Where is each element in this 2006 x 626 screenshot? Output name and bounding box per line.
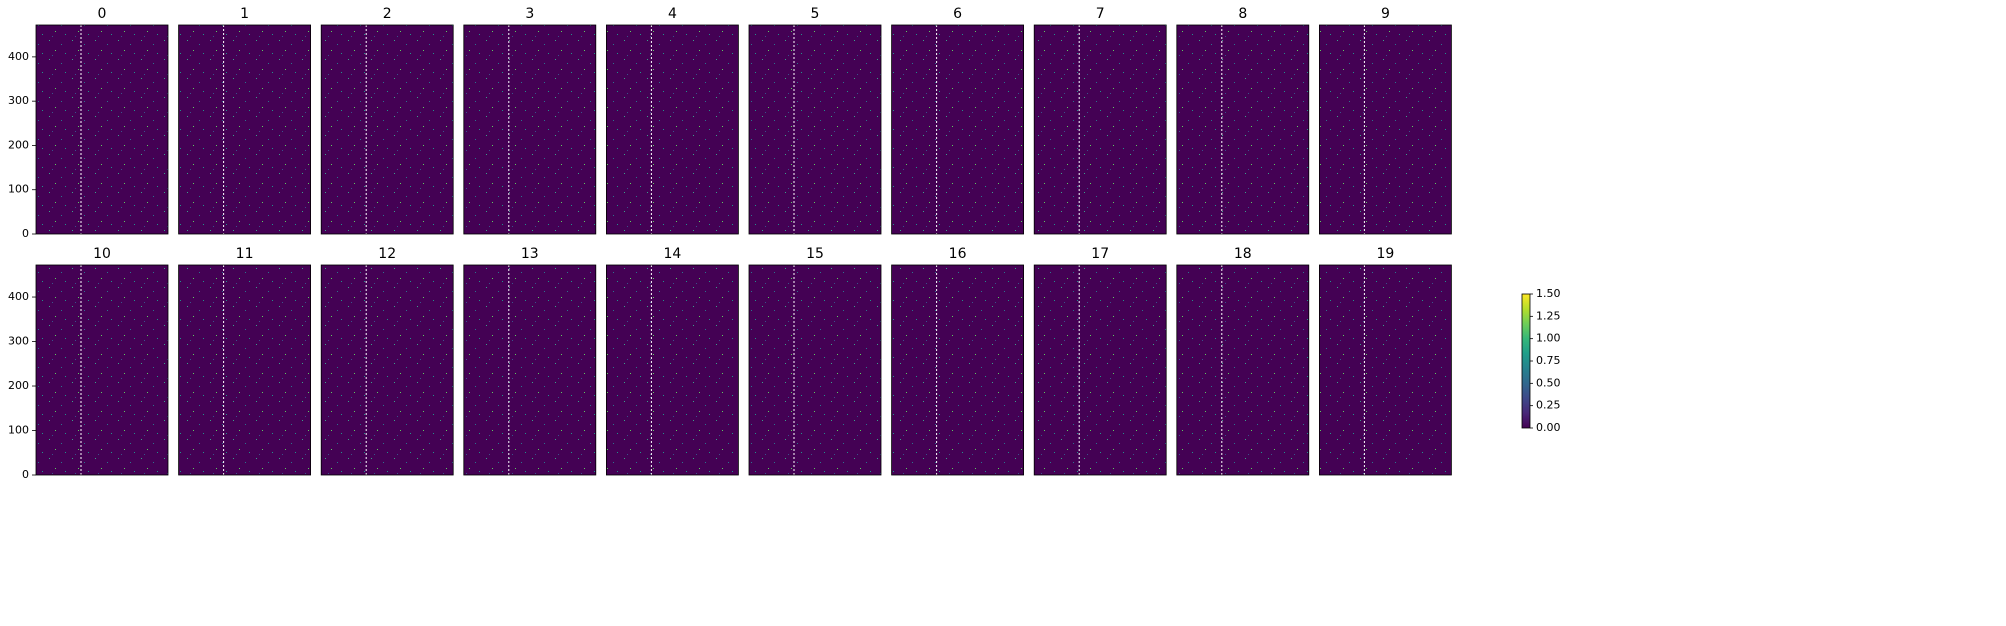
axes-frame [35, 24, 169, 235]
axes-frame [35, 264, 169, 476]
panel-title: 17 [1091, 246, 1109, 262]
y-tick-label: 400 [8, 50, 29, 63]
y-tick-label: 200 [8, 379, 29, 392]
panel-title: 9 [1381, 6, 1390, 22]
panel-title: 4 [668, 6, 677, 22]
raster-image [891, 265, 1024, 475]
axes-frame [463, 264, 597, 476]
raster-image [749, 265, 881, 475]
colorbar-tick-label: 0.00 [1536, 421, 1561, 434]
y-tick-label: 400 [8, 290, 29, 303]
axes-frame [178, 264, 312, 476]
colorbar-tick-label: 1.50 [1536, 287, 1561, 300]
axes-frame [748, 24, 882, 235]
axes-frame [463, 24, 597, 235]
raster-image [606, 25, 739, 234]
raster-image [749, 25, 881, 234]
raster-image [606, 265, 739, 475]
axes-frame [748, 264, 882, 476]
raster-image [891, 25, 1024, 234]
raster-image [1034, 25, 1167, 234]
panel-title: 19 [1376, 246, 1394, 262]
raster-image [1319, 25, 1452, 234]
axes-frame [1319, 24, 1452, 235]
axes-frame [320, 264, 454, 476]
raster-image [321, 25, 454, 234]
panel-title: 11 [236, 246, 254, 262]
y-tick-label: 300 [8, 94, 29, 107]
panel-title: 3 [525, 6, 534, 22]
raster-image [1176, 25, 1309, 234]
panel-title: 6 [953, 6, 962, 22]
axes-frame [320, 24, 454, 235]
axes-frame [891, 24, 1024, 235]
panel-title: 8 [1238, 6, 1247, 22]
y-tick-label: 100 [8, 424, 29, 437]
axes-frame [178, 24, 312, 235]
raster-image [1176, 265, 1309, 475]
raster-image [463, 265, 596, 475]
y-tick-label: 100 [8, 183, 29, 196]
panel-title: 15 [806, 246, 824, 262]
y-tick-label: 300 [8, 335, 29, 348]
raster-image [463, 25, 596, 234]
y-tick-label: 200 [8, 138, 29, 151]
panel-title: 0 [98, 6, 107, 22]
colorbar-tick-label: 0.50 [1536, 376, 1561, 389]
colorbar-tick-label: 0.25 [1536, 399, 1561, 412]
raster-image [1034, 265, 1167, 475]
panel-title: 14 [663, 246, 681, 262]
raster-image [1319, 265, 1452, 475]
panel-title: 1 [240, 6, 249, 22]
panel-title: 13 [521, 246, 539, 262]
raster-image [36, 265, 168, 475]
axes-frame [606, 24, 739, 235]
panel-title: 10 [93, 246, 111, 262]
axes-frame [891, 264, 1024, 476]
raster-image [178, 25, 311, 234]
colorbar-tick-label: 1.00 [1536, 332, 1561, 345]
raster-image [36, 25, 168, 234]
raster-image [178, 265, 311, 475]
axes-frame [1033, 24, 1167, 235]
axes-frame [1176, 264, 1310, 476]
y-tick-label: 0 [22, 468, 29, 481]
panel-title: 18 [1234, 246, 1252, 262]
axes-frame [606, 264, 739, 476]
panel-title: 5 [811, 6, 820, 22]
axes-frame [1319, 264, 1452, 476]
axes-frame [1033, 264, 1167, 476]
panel-title: 7 [1096, 6, 1105, 22]
colorbar-tick-label: 0.75 [1536, 354, 1561, 367]
axes-frame [1176, 24, 1310, 235]
colorbar-tick-label: 1.25 [1536, 309, 1561, 322]
panel-title: 16 [949, 246, 967, 262]
raster-image [321, 265, 454, 475]
panel-title: 2 [383, 6, 392, 22]
y-tick-label: 0 [22, 227, 29, 240]
colorbar [1521, 293, 1531, 429]
panel-title: 12 [378, 246, 396, 262]
